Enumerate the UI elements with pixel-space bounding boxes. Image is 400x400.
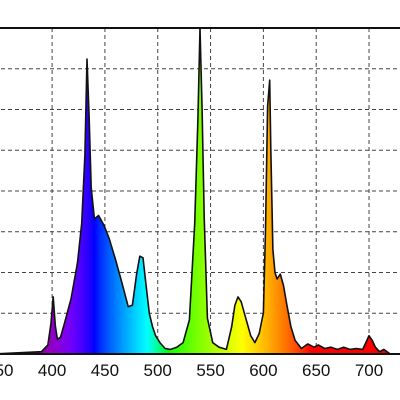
x-tick-label: 550 — [196, 361, 224, 380]
x-tick-label: 400 — [38, 361, 66, 380]
x-tick-label: 450 — [91, 361, 119, 380]
x-tick-label: 650 — [302, 361, 330, 380]
spectrum-area — [0, 28, 400, 354]
x-tick-label: 600 — [249, 361, 277, 380]
plot-frame — [0, 27, 400, 355]
spectrum-outline — [0, 27, 400, 355]
x-tick-label: 350 — [0, 361, 13, 380]
x-tick-labels: 350 400 450 500 550 600 650 700 — [0, 361, 383, 380]
x-tick-label: 500 — [144, 361, 172, 380]
x-tick-label: 700 — [355, 361, 383, 380]
